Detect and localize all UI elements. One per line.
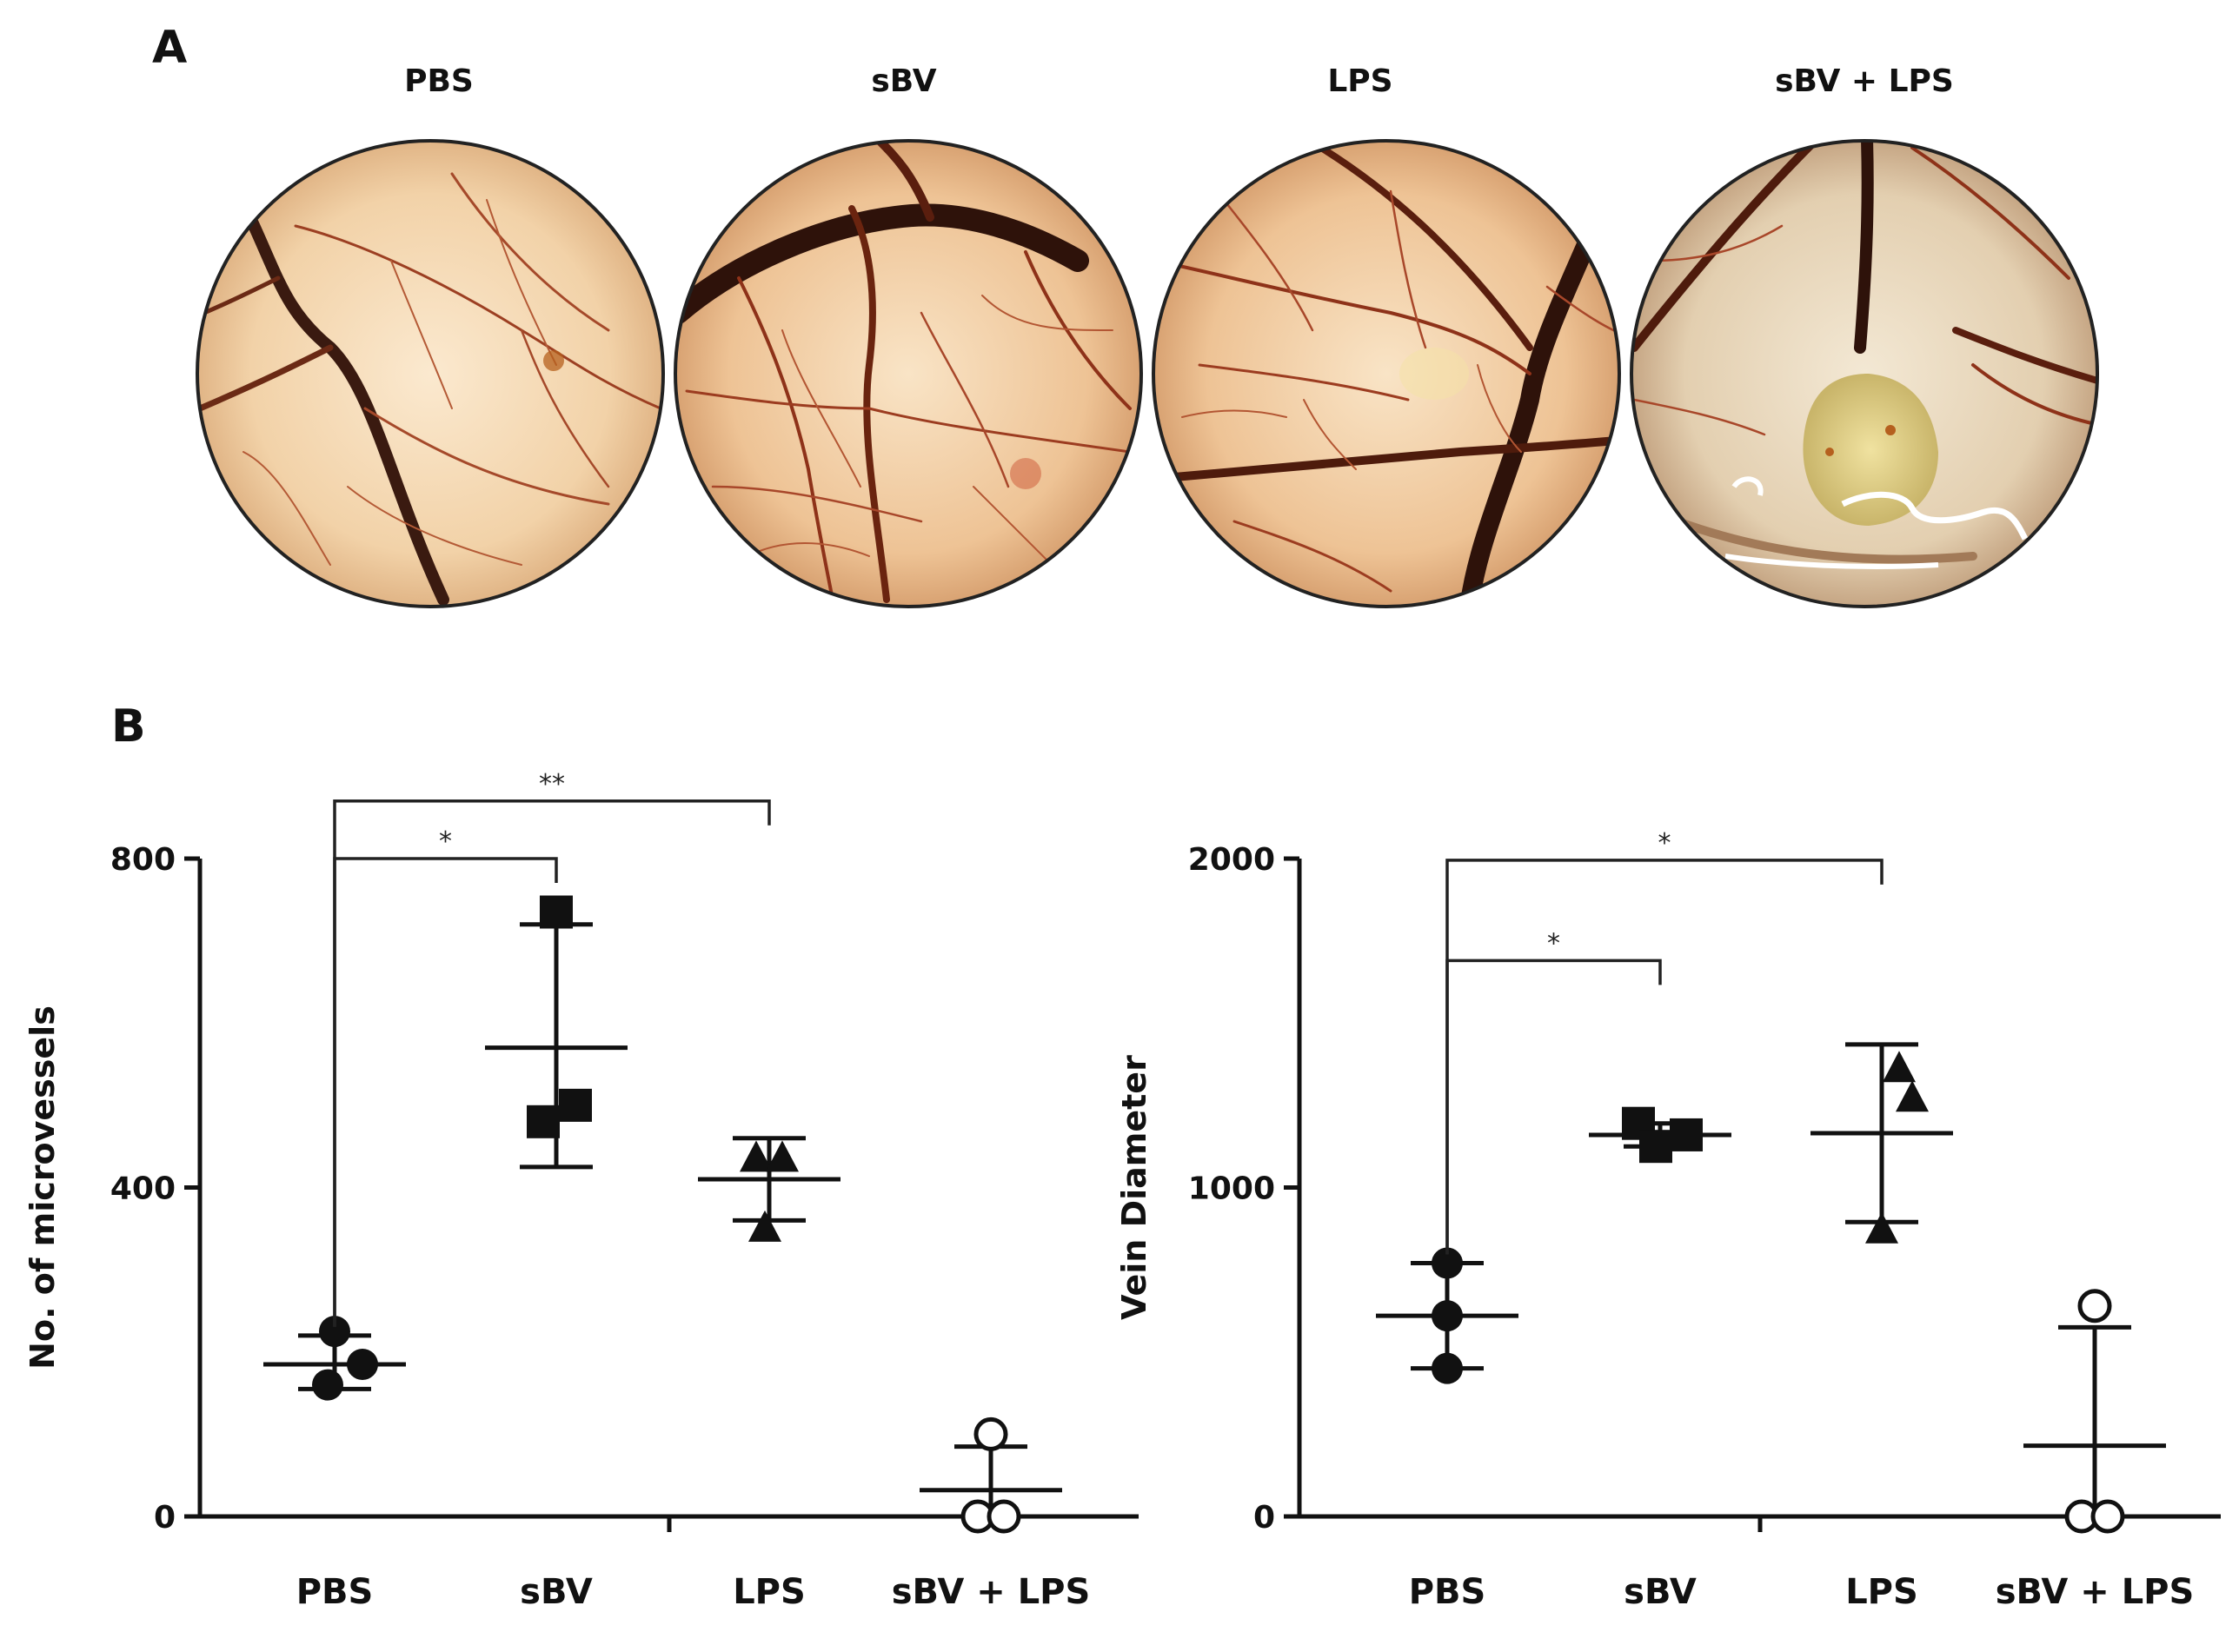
panel-label-a: A	[152, 22, 187, 74]
data-point-pbs	[319, 1316, 350, 1348]
significance-bracket: *	[1445, 828, 1884, 1255]
significance-label: *	[439, 826, 452, 857]
data-point-sbv-lps	[2077, 1289, 2112, 1324]
data-point-sbv	[1639, 1130, 1672, 1164]
panel-label-b: B	[111, 700, 146, 753]
cam-photo-pbs	[196, 139, 665, 608]
x-category-label-sbv-lps: sBV + LPS	[1996, 1572, 2195, 1612]
x-category-label-pbs: PBS	[296, 1572, 374, 1612]
significance-bracket: **	[333, 769, 771, 1327]
cam-photo-sbv	[674, 139, 1143, 608]
data-point-pbs	[1432, 1352, 1463, 1384]
data-point-sbv	[1670, 1118, 1703, 1151]
group-lps	[698, 1136, 840, 1242]
data-point-lps	[1865, 1211, 1898, 1244]
data-point-pbs	[1432, 1300, 1463, 1332]
y-axis-title: No. of microvessels	[23, 1005, 62, 1370]
photo-title-sbv-lps: sBV + LPS	[1775, 63, 1954, 99]
cam-photo-sbv-lps	[1630, 139, 2099, 608]
chart-vein-diameter: 0 1000 2000 Vein Diameter PBS sBV LPS sBV + LPS…	[1115, 828, 2221, 1612]
data-point-sbv	[540, 895, 573, 929]
y-tick-label-2000: 2000	[1188, 842, 1275, 878]
significance-bracket: *	[333, 826, 558, 1327]
data-point-sbv-lps	[2090, 1499, 2125, 1534]
data-point-lps	[1883, 1051, 1916, 1083]
group-sbv-lps	[920, 1416, 1062, 1534]
x-category-label-sbv-lps: sBV + LPS	[892, 1572, 1091, 1612]
data-point-pbs	[312, 1369, 343, 1401]
photo-title-lps: LPS	[1327, 63, 1392, 99]
group-sbv	[485, 895, 628, 1170]
y-tick-label-800: 800	[110, 842, 176, 878]
data-point-sbv-lps	[987, 1499, 1021, 1534]
data-point-lps	[740, 1140, 773, 1172]
y-tick-label-0: 0	[154, 1500, 176, 1536]
data-point-pbs	[1432, 1247, 1463, 1279]
photo-title-pbs: PBS	[404, 63, 474, 99]
x-category-label-sbv: sBV	[520, 1572, 593, 1612]
data-point-lps	[1896, 1080, 1929, 1112]
x-category-label-lps: LPS	[733, 1572, 806, 1612]
significance-bracket: *	[1445, 928, 1662, 1255]
x-category-label-lps: LPS	[1845, 1572, 1918, 1612]
data-point-lps	[748, 1210, 781, 1242]
x-category-label-sbv: sBV	[1624, 1572, 1697, 1612]
group-lps	[1810, 1042, 1953, 1244]
significance-label: *	[1658, 828, 1671, 859]
group-sbv-lps	[2023, 1289, 2166, 1534]
data-point-sbv-lps	[973, 1416, 1008, 1451]
y-tick-label-1000: 1000	[1188, 1171, 1275, 1207]
chart-microvessels: 0 400 800 No. of microvessels PBS sBV LPS sBV +…	[23, 769, 1139, 1612]
data-point-pbs	[347, 1348, 378, 1380]
cam-photo-lps	[1152, 139, 1621, 608]
group-sbv	[1589, 1106, 1731, 1164]
significance-label: **	[539, 769, 565, 799]
data-point-sbv	[559, 1088, 592, 1122]
x-category-label-pbs: PBS	[1409, 1572, 1486, 1612]
y-tick-label-0: 0	[1253, 1500, 1275, 1536]
significance-label: *	[1547, 928, 1560, 959]
group-pbs	[1376, 1247, 1518, 1384]
group-pbs	[263, 1316, 406, 1401]
data-point-sbv	[527, 1105, 560, 1138]
data-point-lps	[766, 1140, 799, 1172]
photo-title-sbv: sBV	[871, 63, 936, 99]
y-tick-label-400: 400	[110, 1171, 176, 1207]
y-axis-title: Vein Diameter	[1115, 1055, 1153, 1320]
